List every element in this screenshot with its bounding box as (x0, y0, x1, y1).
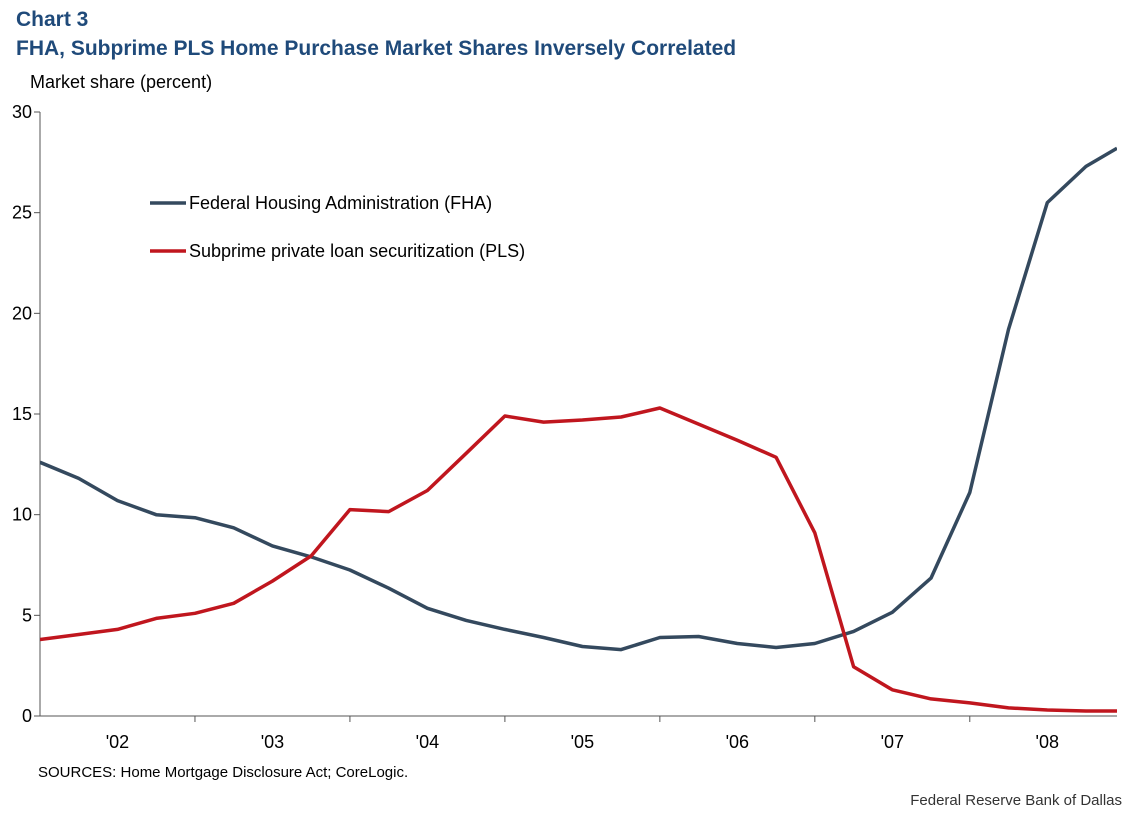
credit-text: Federal Reserve Bank of Dallas (910, 792, 1122, 809)
series-line-pls (40, 406, 1117, 713)
x-tick-label: '06 (726, 732, 749, 752)
y-tick-label: 20 (12, 303, 32, 323)
chart-title: FHA, Subprime PLS Home Purchase Market S… (16, 37, 737, 60)
x-tick-labels: '02 '03 '04 '05 '06 '07 '08 (106, 732, 1059, 752)
y-tick-label: 5 (22, 605, 32, 625)
y-axis-label: Market share (percent) (30, 72, 213, 92)
sources-note: SOURCES: Home Mortgage Disclosure Act; C… (38, 764, 409, 781)
legend-label: Subprime private loan securitization (PL… (189, 241, 525, 261)
axes (34, 111, 1117, 722)
x-tick-label: '08 (1036, 732, 1059, 752)
y-tick-labels: 0 5 10 15 20 25 30 (12, 102, 32, 726)
x-tick-label: '07 (881, 732, 904, 752)
x-tick-label: '05 (571, 732, 594, 752)
x-tick-label: '03 (261, 732, 284, 752)
y-tick-label: 25 (12, 203, 32, 223)
y-tick-label: 10 (12, 505, 32, 525)
x-tick-label: '04 (416, 732, 439, 752)
series-lines (40, 146, 1117, 713)
legend: Federal Housing Administration (FHA) Subp… (150, 193, 525, 261)
legend-label: Federal Housing Administration (FHA) (189, 193, 492, 213)
y-tick-label: 30 (12, 102, 32, 122)
series-line-fha (40, 146, 1117, 652)
chart-number: Chart 3 (16, 8, 89, 31)
x-tick-label: '02 (106, 732, 129, 752)
y-tick-label: 0 (22, 706, 32, 726)
y-tick-label: 15 (12, 404, 32, 424)
